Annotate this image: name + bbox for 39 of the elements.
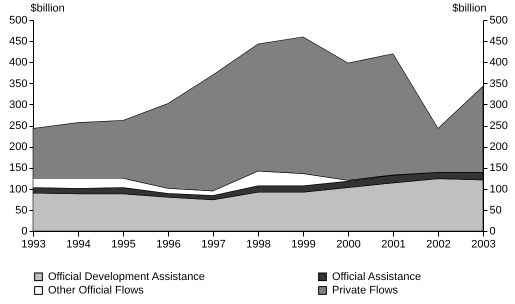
x-tick-label: 2001 [381,238,406,250]
y-tick-label: 150 [9,162,28,174]
y-tick-label: 350 [9,78,28,90]
x-tick-label: 1995 [111,238,136,250]
x-tick-label: 1994 [66,238,91,250]
y2-tick-label: 100 [490,183,508,196]
y-tick-label: 200 [9,141,28,154]
legend-label: Official Assistance [332,270,422,283]
y-tick-label: 450 [9,36,28,48]
x-tick-label: 2000 [336,238,361,250]
y2-tick-label: 50 [490,204,502,216]
legend-label: Private Flows [332,284,399,296]
y-tick-label: 500 [9,14,28,26]
x-tick-label: 1993 [21,238,46,250]
y2-tick-label: 0 [490,226,496,238]
y2-tick-label: 300 [490,98,508,111]
legend-label: Other Official Flows [48,284,144,296]
legend-label: Official Development Assistance [48,270,205,283]
y2-tick-label: 400 [490,56,508,69]
x-tick-label: 1997 [201,238,226,250]
x-tick-label: 1996 [156,238,181,250]
y2-tick-label: 350 [490,78,508,90]
y-axis-title: $billion [30,2,65,14]
x-tick-label: 2002 [426,238,451,250]
y-tick-label: 0 [21,226,28,238]
x-tick-label: 1998 [246,238,271,250]
x-tick-label: 2003 [471,238,496,250]
y2-axis-title: $billion [452,2,486,14]
y-tick-label: 100 [9,183,28,196]
y2-tick-label: 500 [490,14,508,26]
x-tick-label: 1999 [291,238,316,250]
y2-tick-label: 200 [490,141,508,154]
y2-tick-label: 250 [490,120,508,132]
y2-tick-label: 450 [490,36,508,48]
y-tick-label: 400 [9,56,28,69]
y-tick-label: 50 [15,204,28,216]
y-tick-label: 300 [9,98,28,111]
y2-tick-label: 150 [490,162,508,174]
y-tick-label: 250 [9,120,28,132]
